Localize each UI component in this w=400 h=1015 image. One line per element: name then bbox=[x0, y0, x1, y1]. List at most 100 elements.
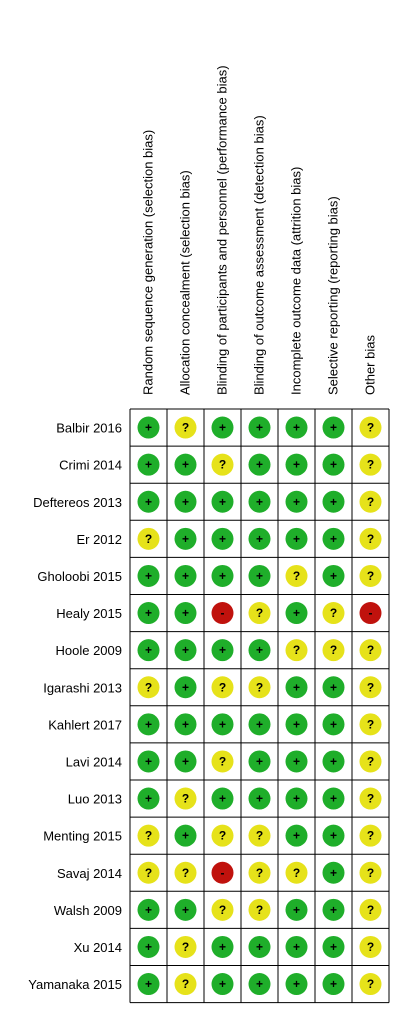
risk-circle bbox=[211, 861, 234, 884]
risk-symbol: ? bbox=[367, 903, 374, 917]
risk-symbol: + bbox=[219, 643, 226, 657]
risk-symbol: ? bbox=[145, 829, 152, 843]
risk-symbol: ? bbox=[293, 569, 300, 583]
risk-symbol: ? bbox=[182, 866, 189, 880]
risk-symbol: + bbox=[145, 754, 152, 768]
risk-symbol: ? bbox=[219, 680, 226, 694]
risk-circle bbox=[174, 416, 197, 439]
risk-circle bbox=[322, 787, 345, 810]
risk-circle bbox=[137, 564, 160, 587]
risk-circle bbox=[359, 416, 382, 439]
risk-circle bbox=[137, 490, 160, 513]
study-label: Er 2012 bbox=[76, 532, 122, 547]
risk-symbol: ? bbox=[367, 532, 374, 546]
risk-symbol: + bbox=[330, 421, 337, 435]
risk-circle bbox=[322, 564, 345, 587]
risk-circle bbox=[137, 416, 160, 439]
risk-symbol: ? bbox=[219, 829, 226, 843]
risk-circle bbox=[248, 898, 271, 921]
study-label: Balbir 2016 bbox=[56, 421, 122, 436]
risk-circle bbox=[322, 676, 345, 699]
risk-circle bbox=[285, 416, 308, 439]
risk-circle bbox=[322, 639, 345, 662]
risk-circle bbox=[322, 750, 345, 773]
risk-circle bbox=[285, 602, 308, 625]
study-label: Walsh 2009 bbox=[54, 903, 122, 918]
risk-symbol: + bbox=[293, 421, 300, 435]
risk-symbol: ? bbox=[145, 532, 152, 546]
risk-symbol: + bbox=[182, 903, 189, 917]
risk-symbol: + bbox=[256, 717, 263, 731]
risk-circle bbox=[248, 490, 271, 513]
risk-circle bbox=[359, 639, 382, 662]
risk-circle bbox=[359, 713, 382, 736]
risk-circle bbox=[248, 564, 271, 587]
risk-circle bbox=[359, 564, 382, 587]
study-label: Hoole 2009 bbox=[56, 643, 123, 658]
risk-symbol: + bbox=[182, 643, 189, 657]
study-label: Xu 2014 bbox=[74, 940, 122, 955]
column-header: Allocation concealment (selection bias) bbox=[178, 170, 193, 395]
risk-circle bbox=[285, 639, 308, 662]
study-label: Healy 2015 bbox=[56, 606, 122, 621]
risk-circle bbox=[174, 676, 197, 699]
risk-circle bbox=[285, 564, 308, 587]
risk-circle bbox=[137, 750, 160, 773]
risk-symbol: + bbox=[330, 458, 337, 472]
risk-circle bbox=[211, 453, 234, 476]
column-header: Random sequence generation (selection bi… bbox=[141, 130, 156, 395]
risk-circle bbox=[359, 490, 382, 513]
risk-symbol: ? bbox=[367, 977, 374, 991]
risk-symbol: ? bbox=[293, 643, 300, 657]
risk-circle bbox=[137, 935, 160, 958]
risk-symbol: + bbox=[330, 903, 337, 917]
risk-symbol: ? bbox=[219, 903, 226, 917]
risk-symbol: + bbox=[330, 569, 337, 583]
risk-circle bbox=[359, 898, 382, 921]
risk-symbol: + bbox=[145, 458, 152, 472]
risk-circle bbox=[174, 750, 197, 773]
risk-circle bbox=[248, 750, 271, 773]
risk-circle bbox=[285, 676, 308, 699]
risk-symbol: ? bbox=[182, 421, 189, 435]
risk-circle bbox=[211, 824, 234, 847]
risk-circle bbox=[285, 713, 308, 736]
risk-symbol: + bbox=[145, 569, 152, 583]
risk-symbol: ? bbox=[367, 421, 374, 435]
risk-circle bbox=[248, 639, 271, 662]
risk-symbol: + bbox=[293, 495, 300, 509]
risk-symbol: ? bbox=[182, 977, 189, 991]
risk-circle bbox=[248, 935, 271, 958]
risk-symbol: + bbox=[293, 532, 300, 546]
study-label: Crimi 2014 bbox=[59, 458, 122, 473]
risk-symbol: + bbox=[145, 940, 152, 954]
risk-circle bbox=[174, 935, 197, 958]
risk-circle bbox=[211, 564, 234, 587]
risk-circle bbox=[248, 713, 271, 736]
risk-symbol: ? bbox=[256, 829, 263, 843]
risk-circle bbox=[211, 935, 234, 958]
risk-circle bbox=[137, 527, 160, 550]
risk-circle bbox=[285, 973, 308, 996]
risk-circle bbox=[174, 898, 197, 921]
risk-symbol: ? bbox=[367, 643, 374, 657]
risk-circle bbox=[137, 713, 160, 736]
risk-circle bbox=[248, 676, 271, 699]
risk-symbol: ? bbox=[182, 792, 189, 806]
risk-symbol: ? bbox=[367, 495, 374, 509]
risk-symbol: + bbox=[330, 940, 337, 954]
risk-symbol: + bbox=[182, 717, 189, 731]
risk-circle bbox=[211, 750, 234, 773]
risk-symbol: + bbox=[182, 680, 189, 694]
risk-symbol: + bbox=[330, 829, 337, 843]
risk-circle bbox=[322, 973, 345, 996]
risk-circle bbox=[137, 676, 160, 699]
risk-circle bbox=[359, 861, 382, 884]
risk-circle bbox=[137, 639, 160, 662]
risk-symbol: ? bbox=[256, 903, 263, 917]
risk-symbol: + bbox=[145, 792, 152, 806]
risk-circle bbox=[285, 898, 308, 921]
risk-circle bbox=[359, 824, 382, 847]
risk-symbol: ? bbox=[256, 680, 263, 694]
risk-circle bbox=[248, 453, 271, 476]
